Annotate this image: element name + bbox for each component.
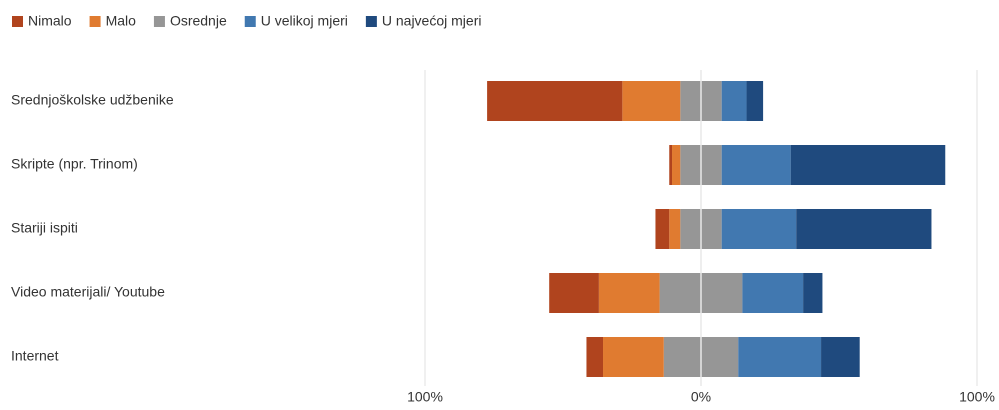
bar-segment (721, 209, 797, 249)
bar-segment (721, 145, 791, 185)
category-label: Stariji ispiti (11, 220, 78, 236)
legend-label: Osrednje (170, 13, 227, 29)
bar-segment (738, 337, 822, 377)
bar-segment (549, 273, 599, 313)
category-label: Srednjoškolske udžbenike (11, 92, 174, 108)
bar-segment (721, 81, 747, 121)
bar-segment (803, 273, 823, 313)
legend-swatch (365, 16, 377, 27)
bar-segment (796, 209, 932, 249)
bar-segment (790, 145, 946, 185)
x-tick-label: 0% (691, 389, 711, 405)
category-label: Skripte (npr. Trinom) (11, 156, 138, 172)
category-label: Video materijali/ Youtube (11, 284, 165, 300)
legend-swatch (12, 16, 23, 27)
category-label: Internet (11, 348, 59, 364)
x-tick-label: 100% (959, 389, 995, 405)
x-tick-label: 100% (407, 389, 443, 405)
legend-swatch (244, 16, 256, 27)
legend-swatch (89, 16, 101, 27)
legend-swatch (153, 16, 165, 27)
bar-segment (622, 81, 681, 121)
bar-segment (603, 337, 664, 377)
legend-label: Nimalo (28, 13, 72, 29)
bar-segment (655, 209, 670, 249)
bar-segment (487, 81, 623, 121)
bar-segment (672, 145, 681, 185)
bar-segment (742, 273, 804, 313)
bar-segment (586, 337, 604, 377)
bar-segment (821, 337, 860, 377)
bar-segment (598, 273, 660, 313)
legend-label: U velikoj mjeri (261, 13, 348, 29)
bar-segment (746, 81, 764, 121)
bar-segment (669, 209, 681, 249)
legend-label: Malo (106, 13, 137, 29)
bar-segment (669, 145, 673, 185)
legend-label: U najvećoj mjeri (382, 13, 482, 29)
